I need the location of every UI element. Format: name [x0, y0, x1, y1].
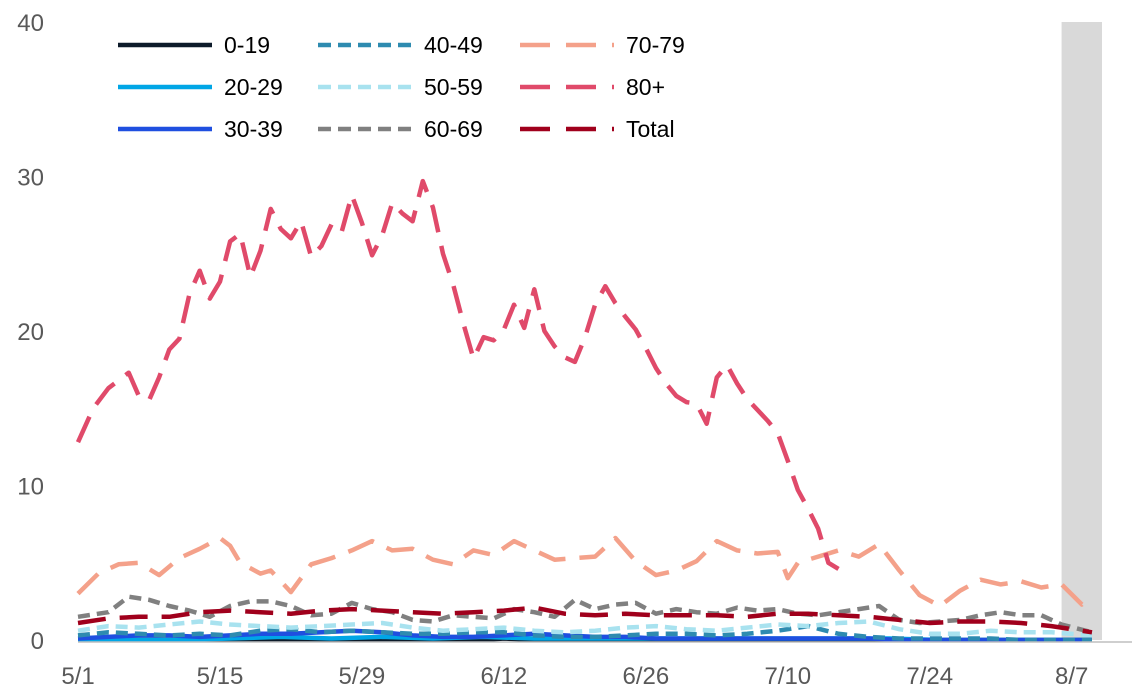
- y-tick-label: 10: [17, 474, 44, 501]
- x-tick-label: 6/12: [481, 663, 528, 690]
- x-tick-label: 7/24: [906, 663, 953, 690]
- legend: 0-19 20-29 30-39 40-49 50-59 60-69 70-79 80+ Tot…: [118, 32, 685, 142]
- y-tick-labels: 0 10 20 30 40: [17, 10, 44, 655]
- x-tick-label: 5/29: [339, 663, 386, 690]
- y-tick-label: 20: [17, 319, 44, 346]
- series-line-50-59: [77, 619, 1093, 638]
- legend-label: 0-19: [224, 32, 270, 58]
- series-line-70-79: [76, 535, 1094, 609]
- y-tick-label: 0: [31, 628, 44, 655]
- series-line-40-49: [77, 623, 1092, 643]
- legend-label: 40-49: [424, 32, 483, 58]
- x-tick-label: 8/7: [1055, 663, 1088, 690]
- x-tick-labels: 5/1 5/15 5/29 6/12 6/26 7/10 7/24 8/7: [61, 663, 1088, 690]
- series-line-80+: [75, 178, 840, 571]
- legend-label: 20-29: [224, 74, 283, 100]
- legend-label: 80+: [626, 74, 665, 100]
- shaded-period: [1061, 22, 1102, 640]
- legend-label: 30-39: [224, 116, 283, 142]
- x-tick-label: 5/15: [197, 663, 244, 690]
- x-tick-label: 5/1: [61, 663, 94, 690]
- x-tick-label: 6/26: [622, 663, 669, 690]
- shaded-period-rect: [1061, 22, 1102, 640]
- legend-label: 60-69: [424, 116, 483, 142]
- legend-label: Total: [626, 116, 675, 142]
- y-tick-label: 40: [17, 10, 44, 37]
- series-lines: [75, 178, 1094, 643]
- x-tick-label: 7/10: [764, 663, 811, 690]
- legend-label: 50-59: [424, 74, 483, 100]
- series-line-Total: [77, 605, 1093, 635]
- y-tick-label: 30: [17, 165, 44, 192]
- legend-label: 70-79: [626, 32, 685, 58]
